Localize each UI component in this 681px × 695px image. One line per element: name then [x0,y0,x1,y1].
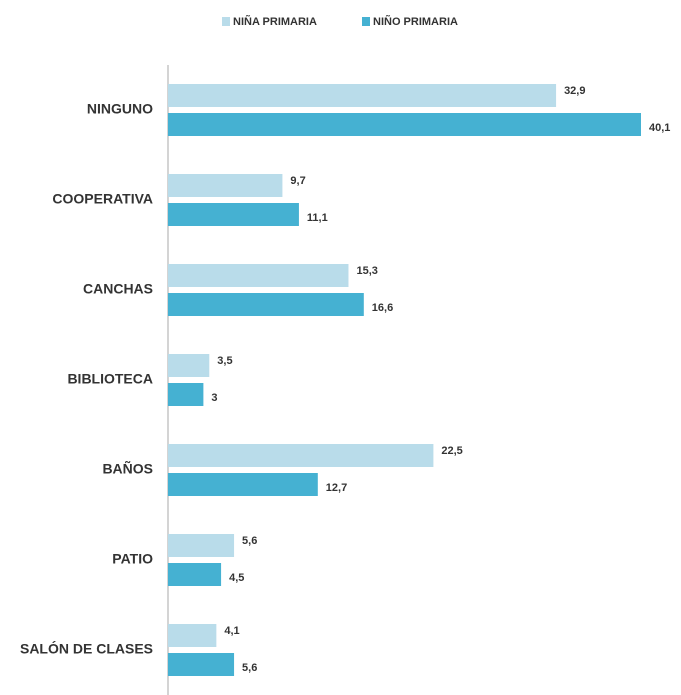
value-label: 3 [211,392,217,404]
category-label: CANCHAS [83,281,153,297]
category-label: PATIO [112,551,153,567]
value-label: 40,1 [649,122,670,134]
value-label: 11,1 [307,212,328,224]
value-label: 4,5 [229,572,244,584]
legend-label: NIÑO PRIMARIA [373,15,458,28]
category-label: COOPERATIVA [52,191,153,207]
legend-swatch [362,17,370,26]
value-label: 16,6 [372,302,393,314]
bar [168,534,235,557]
bar [168,444,434,467]
category-label: SALÓN DE CLASES [20,640,153,657]
bar [168,624,217,647]
bar [168,264,349,287]
value-label: 3,5 [217,355,232,367]
bar [168,84,557,107]
value-label: 32,9 [564,85,585,97]
bar [168,113,641,136]
value-label: 5,6 [242,535,257,547]
bar [168,383,204,406]
bar [168,563,222,586]
value-label: 15,3 [356,265,377,277]
value-label: 4,1 [224,625,239,637]
category-label: NINGUNO [87,101,153,117]
bar [168,293,364,316]
value-label: 22,5 [441,445,462,457]
category-label: BAÑOS [102,460,153,477]
value-label: 5,6 [242,662,257,674]
bar [168,653,235,676]
value-label: 12,7 [326,482,347,494]
bar [168,473,318,496]
bar [168,174,283,197]
value-label: 9,7 [290,175,305,187]
legend-label: NIÑA PRIMARIA [233,15,317,28]
bar [168,354,210,377]
bar [168,203,299,226]
legend-swatch [222,17,230,26]
category-label: BIBLIOTECA [67,371,153,387]
